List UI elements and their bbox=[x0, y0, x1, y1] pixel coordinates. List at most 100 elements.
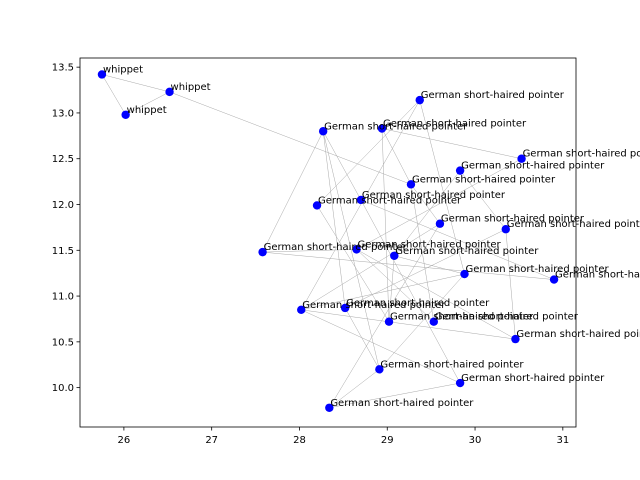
edge-line bbox=[360, 199, 555, 280]
edge-line bbox=[322, 131, 380, 370]
edge-line bbox=[322, 131, 362, 201]
edge-line bbox=[301, 309, 516, 340]
points-layer bbox=[97, 70, 559, 412]
scatter-point bbox=[429, 317, 438, 326]
edge-line bbox=[169, 91, 412, 185]
scatter-point bbox=[517, 154, 526, 163]
edge-line bbox=[356, 249, 516, 340]
edge-line bbox=[388, 255, 395, 322]
point-label: whippet bbox=[171, 82, 211, 93]
edge-line bbox=[301, 99, 420, 310]
scatter-point bbox=[435, 219, 445, 228]
point-label: German short-haired pointer bbox=[380, 359, 524, 370]
scatter-point bbox=[460, 269, 469, 279]
edge-line bbox=[329, 382, 461, 409]
scatter-point bbox=[455, 378, 465, 388]
point-label: German short-haired pointer bbox=[466, 264, 610, 275]
edge-line bbox=[419, 100, 465, 275]
edge-line bbox=[262, 251, 555, 280]
x-tick-label: 26 bbox=[118, 435, 131, 446]
x-axis: 26 27 28 29 30 31 bbox=[118, 427, 569, 446]
edge-line bbox=[322, 131, 346, 308]
edge-line bbox=[316, 205, 390, 322]
point-label: German short-haired pointer bbox=[324, 121, 468, 132]
scatter-point bbox=[356, 195, 366, 205]
edge-line bbox=[345, 228, 506, 309]
plot-frame bbox=[79, 57, 577, 428]
point-label: German short-haired pointer bbox=[346, 298, 490, 309]
edges-layer bbox=[101, 74, 555, 409]
point-label: German short-haired pointer bbox=[516, 329, 640, 340]
edge-line bbox=[381, 128, 522, 159]
point-label: German short-haired pointer bbox=[461, 373, 605, 384]
scatter-point bbox=[377, 124, 387, 133]
point-label: German short-haired pointer bbox=[441, 214, 585, 225]
scatter-point bbox=[511, 334, 520, 344]
scatter-point bbox=[318, 127, 328, 136]
y-tick-label: 11.0 bbox=[52, 292, 74, 303]
edge-line bbox=[356, 158, 522, 250]
scatter-point bbox=[340, 303, 350, 313]
scatter-point bbox=[258, 247, 267, 257]
point-label: whippet bbox=[127, 105, 167, 116]
edge-line bbox=[344, 307, 380, 370]
edge-line bbox=[125, 91, 170, 115]
point-label: German short-haired pointer bbox=[435, 312, 579, 323]
edge-line bbox=[394, 170, 461, 256]
point-label: German short-haired pointer bbox=[395, 246, 539, 257]
point-label: German short-haired pointer bbox=[302, 300, 446, 311]
y-tick-label: 11.5 bbox=[52, 246, 74, 257]
point-label: German short-haired pointer bbox=[461, 161, 605, 172]
edge-line bbox=[262, 131, 324, 253]
y-tick-label: 13.5 bbox=[52, 63, 74, 74]
edge-line bbox=[101, 74, 126, 115]
scatter-point bbox=[121, 110, 130, 119]
point-label: German short-haired pointer bbox=[362, 190, 506, 201]
edge-line bbox=[301, 309, 461, 384]
y-tick-label: 10.5 bbox=[52, 337, 74, 348]
edge-line bbox=[360, 199, 461, 384]
point-label: German short-haired pointer bbox=[555, 270, 640, 281]
scatter-point bbox=[549, 275, 559, 284]
edge-line bbox=[379, 273, 465, 370]
scatter-point bbox=[375, 365, 384, 374]
scatter-point bbox=[165, 87, 174, 97]
point-label: German short-haired pointer bbox=[330, 398, 474, 409]
scatter-point bbox=[455, 166, 465, 175]
scatter-point bbox=[406, 180, 416, 189]
edge-line bbox=[356, 249, 434, 322]
scatter-point bbox=[297, 305, 306, 314]
y-tick-label: 13.0 bbox=[52, 108, 74, 119]
x-tick-label: 28 bbox=[293, 435, 306, 446]
x-tick-label: 29 bbox=[381, 435, 394, 446]
edge-line bbox=[329, 369, 380, 408]
point-label: German short-haired pointer bbox=[507, 219, 640, 230]
edge-line bbox=[301, 273, 465, 311]
edge-line bbox=[410, 184, 441, 224]
x-tick-label: 31 bbox=[556, 435, 569, 446]
scatter-point bbox=[97, 70, 107, 79]
scatter-point bbox=[384, 317, 394, 326]
y-tick-label: 12.5 bbox=[52, 154, 74, 165]
scatter-point bbox=[352, 245, 361, 254]
scatter-point bbox=[415, 95, 424, 105]
edge-line bbox=[329, 223, 441, 408]
point-label: German short-haired pointer bbox=[358, 239, 502, 250]
edge-line bbox=[505, 229, 516, 340]
labels-layer: whippet whippet whippet German short-haired… bbox=[103, 64, 640, 408]
edge-line bbox=[459, 170, 506, 230]
point-label: German short-haired pointer bbox=[390, 312, 534, 323]
point-label: German short-haired pointer bbox=[523, 149, 640, 160]
edge-line bbox=[381, 128, 390, 322]
scatter-point bbox=[390, 251, 399, 260]
scatter-point bbox=[312, 201, 322, 210]
y-axis: 10.0 10.5 11.0 11.5 12.0 12.5 13.0 13.5 bbox=[52, 63, 80, 394]
point-label: German short-haired pointer bbox=[318, 195, 462, 206]
x-tick-label: 27 bbox=[205, 435, 218, 446]
edge-line bbox=[101, 74, 170, 93]
scatter-point bbox=[325, 403, 334, 412]
edge-line bbox=[316, 99, 420, 206]
y-tick-label: 10.0 bbox=[52, 383, 74, 394]
edge-line bbox=[301, 223, 441, 311]
